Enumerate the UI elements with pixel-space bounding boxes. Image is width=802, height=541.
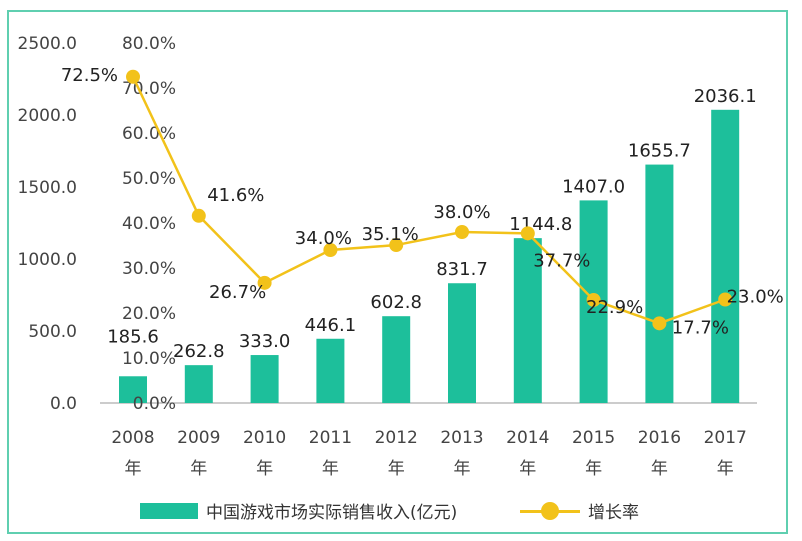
bar-value-label: 446.1 xyxy=(305,315,357,336)
y-left-tick-label: 1500.0 xyxy=(18,178,77,198)
growth-point-2012 xyxy=(389,238,404,253)
growth-point-2017 xyxy=(718,292,733,307)
legend-label-growth: 增长率 xyxy=(588,503,639,523)
bar-value-label: 2036.1 xyxy=(694,86,757,107)
x-tick-year: 2016 xyxy=(638,428,681,448)
x-tick-suffix: 年 xyxy=(519,459,536,479)
bar-2017 xyxy=(711,109,740,403)
growth-value-label: 22.9% xyxy=(586,297,643,318)
x-tick-year: 2015 xyxy=(572,428,615,448)
x-tick-suffix: 年 xyxy=(388,459,405,479)
y-right-tick-label: 20.0% xyxy=(122,304,176,324)
y-left-tick-label: 500.0 xyxy=(28,322,77,342)
x-tick-suffix: 年 xyxy=(322,459,339,479)
x-tick-suffix: 年 xyxy=(256,459,273,479)
bar-value-label: 333.0 xyxy=(239,331,291,352)
growth-value-label: 26.7% xyxy=(209,282,266,303)
bar-value-label: 1655.7 xyxy=(628,141,691,162)
y-left-tick-label: 0.0 xyxy=(50,394,77,414)
y-right-tick-label: 40.0% xyxy=(122,214,176,234)
y-right-tick-label: 80.0% xyxy=(122,34,176,54)
growth-value-label: 38.0% xyxy=(433,202,490,223)
bar-2008 xyxy=(119,376,147,403)
legend-label-revenue: 中国游戏市场实际销售收入(亿元) xyxy=(206,503,458,523)
x-tick-year: 2010 xyxy=(243,428,286,448)
growth-line xyxy=(131,76,726,325)
growth-value-label: 41.6% xyxy=(207,185,264,206)
y-left-tick-label: 2000.0 xyxy=(18,106,77,126)
y-left-tick-label: 2500.0 xyxy=(18,34,77,54)
growth-point-2016 xyxy=(652,316,667,331)
growth-value-label: 34.0% xyxy=(295,228,352,249)
x-tick-year: 2012 xyxy=(375,428,418,448)
growth-point-2014 xyxy=(520,226,535,241)
legend-bar-swatch xyxy=(140,502,198,519)
bar-value-label: 262.8 xyxy=(173,341,225,362)
growth-point-2015 xyxy=(586,292,601,307)
y-right-tick-label: 60.0% xyxy=(122,124,176,144)
x-tick-year: 2017 xyxy=(704,428,747,448)
growth-value-label: 17.7% xyxy=(672,317,729,338)
bar-2014 xyxy=(513,238,542,403)
bar-value-label: 1407.0 xyxy=(562,176,625,197)
bar-value-label: 602.8 xyxy=(370,292,422,313)
chart-frame xyxy=(7,10,788,534)
x-tick-year: 2011 xyxy=(309,428,352,448)
legend-line-marker-icon xyxy=(520,501,580,521)
growth-point-2011 xyxy=(323,243,338,257)
growth-point-2008 xyxy=(126,69,140,84)
x-tick-suffix: 年 xyxy=(190,459,207,479)
growth-point-2009 xyxy=(191,208,206,223)
bar-2009 xyxy=(184,365,213,403)
bar-value-label: 831.7 xyxy=(436,259,488,280)
x-tick-suffix: 年 xyxy=(454,459,471,479)
x-tick-year: 2009 xyxy=(177,428,220,448)
y-right-tick-label: 0.0% xyxy=(133,394,176,414)
x-tick-suffix: 年 xyxy=(125,459,142,479)
x-tick-year: 2014 xyxy=(506,428,549,448)
bar-2013 xyxy=(448,283,476,403)
y-right-tick-label: 10.0% xyxy=(122,349,176,369)
legend-item-revenue: 中国游戏市场实际销售收入(亿元) xyxy=(140,498,457,523)
bar-2016 xyxy=(645,164,674,403)
growth-value-label: 35.1% xyxy=(362,224,419,245)
x-tick-suffix: 年 xyxy=(651,459,668,479)
bar-value-label: 185.6 xyxy=(107,326,159,347)
growth-point-2013 xyxy=(455,225,469,239)
x-tick-suffix: 年 xyxy=(717,459,734,479)
x-tick-year: 2008 xyxy=(111,428,154,448)
bar-2012 xyxy=(382,316,411,403)
growth-value-label: 37.7% xyxy=(533,250,590,271)
x-tick-suffix: 年 xyxy=(585,459,602,479)
growth-value-label: 72.5% xyxy=(61,65,118,86)
growth-point-2010 xyxy=(257,275,272,290)
bar-2011 xyxy=(316,338,345,403)
bar-2010 xyxy=(250,355,279,403)
y-right-tick-label: 30.0% xyxy=(122,259,176,279)
y-right-tick-label: 50.0% xyxy=(122,169,176,189)
x-tick-year: 2013 xyxy=(440,428,483,448)
legend-item-growth: 增长率 xyxy=(520,498,639,523)
y-left-tick-label: 1000.0 xyxy=(18,250,77,270)
growth-value-label: 23.0% xyxy=(727,287,784,308)
